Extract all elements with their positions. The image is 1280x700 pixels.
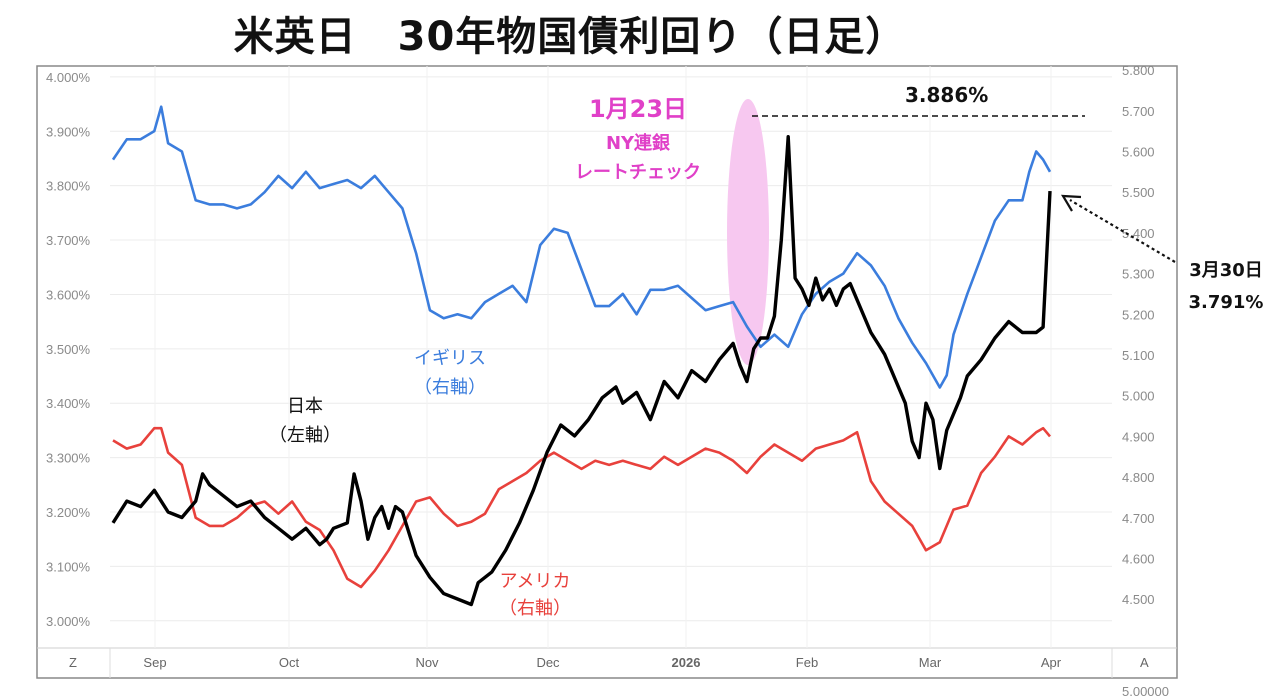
japan-label-line2: （左軸）	[269, 425, 341, 446]
x-axis-left-corner: Z	[69, 655, 77, 670]
last-date-label: 3月30日	[1189, 260, 1263, 281]
y-left-tick-label: 3.700%	[46, 233, 91, 248]
event-highlight	[727, 99, 769, 365]
y-left-tick-label: 3.500%	[46, 342, 91, 357]
y-right-tick-label: 5.000	[1122, 389, 1155, 404]
uk-label-line2: （右軸）	[414, 377, 486, 398]
y-left-tick-label: 3.800%	[46, 179, 91, 194]
event-date-label: 1月23日	[589, 95, 687, 123]
us-line	[112, 426, 1051, 589]
x-tick-label: Feb	[796, 655, 818, 670]
us-label-line1: アメリカ	[499, 571, 570, 592]
y-left-tick-label: 3.300%	[46, 451, 91, 466]
y-left-tick-label: 3.900%	[46, 124, 91, 139]
japan-label-line1: 日本	[287, 396, 323, 417]
y-axis-right-clipped-tick: 5.00000	[1122, 684, 1169, 699]
x-tick-label: Sep	[143, 655, 166, 670]
event-line2-label: レートチェック	[575, 162, 701, 183]
y-right-tick-label: 5.300	[1122, 267, 1155, 282]
y-right-tick-label: 5.800	[1122, 63, 1155, 78]
chart-title: 米英日 30年物国債利回り（日足）	[233, 14, 907, 60]
x-tick-label: Apr	[1041, 655, 1062, 670]
us-label-line2: （右軸）	[499, 598, 571, 619]
y-right-tick-label: 5.400	[1122, 226, 1155, 241]
y-right-tick-label: 4.800	[1122, 470, 1155, 485]
y-axis-right: 5.800 5.700 5.600 5.500 5.400 5.300 5.200 5.100…	[1122, 63, 1155, 607]
y-left-tick-label: 3.200%	[46, 505, 91, 520]
gridlines	[110, 66, 1112, 648]
x-tick-label: Mar	[919, 655, 942, 670]
y-left-tick-label: 3.100%	[46, 559, 91, 574]
y-left-tick-label: 3.000%	[46, 614, 91, 629]
plot-frame	[36, 65, 1178, 679]
x-axis-right-corner: A	[1140, 655, 1149, 670]
x-axis: Sep Oct Nov Dec 2026 Feb Mar Apr	[143, 655, 1061, 670]
last-value-label: 3.791%	[1189, 292, 1264, 313]
y-right-tick-label: 5.700	[1122, 104, 1155, 119]
x-tick-label: 2026	[672, 655, 701, 670]
y-right-tick-label: 4.600	[1122, 551, 1155, 566]
japan-line	[111, 135, 1052, 607]
x-tick-label: Nov	[415, 655, 439, 670]
y-right-tick-label: 5.100	[1122, 348, 1155, 363]
last-value-arrow-line	[1069, 199, 1176, 263]
y-left-tick-label: 4.000%	[46, 70, 91, 85]
last-value-arrow-head	[1060, 194, 1082, 212]
event-line1-label: NY連銀	[606, 132, 670, 154]
y-right-tick-label: 5.600	[1122, 144, 1155, 159]
y-axis-left: 4.000% 3.900% 3.800% 3.700% 3.600% 3.500% 3.40…	[46, 70, 91, 629]
uk-label-line1: イギリス	[414, 348, 486, 369]
y-left-tick-label: 3.400%	[46, 396, 91, 411]
y-right-tick-label: 4.500	[1122, 592, 1155, 607]
y-left-tick-label: 3.600%	[46, 287, 91, 302]
series-lines	[111, 105, 1052, 607]
y-right-tick-label: 5.500	[1122, 185, 1155, 200]
uk-line	[111, 105, 1052, 389]
x-tick-label: Dec	[536, 655, 560, 670]
x-tick-label: Oct	[279, 655, 300, 670]
peak-value-label: 3.886%	[905, 83, 988, 107]
y-right-tick-label: 5.200	[1122, 307, 1155, 322]
y-right-tick-label: 4.900	[1122, 429, 1155, 444]
y-right-tick-label: 4.700	[1122, 511, 1155, 526]
